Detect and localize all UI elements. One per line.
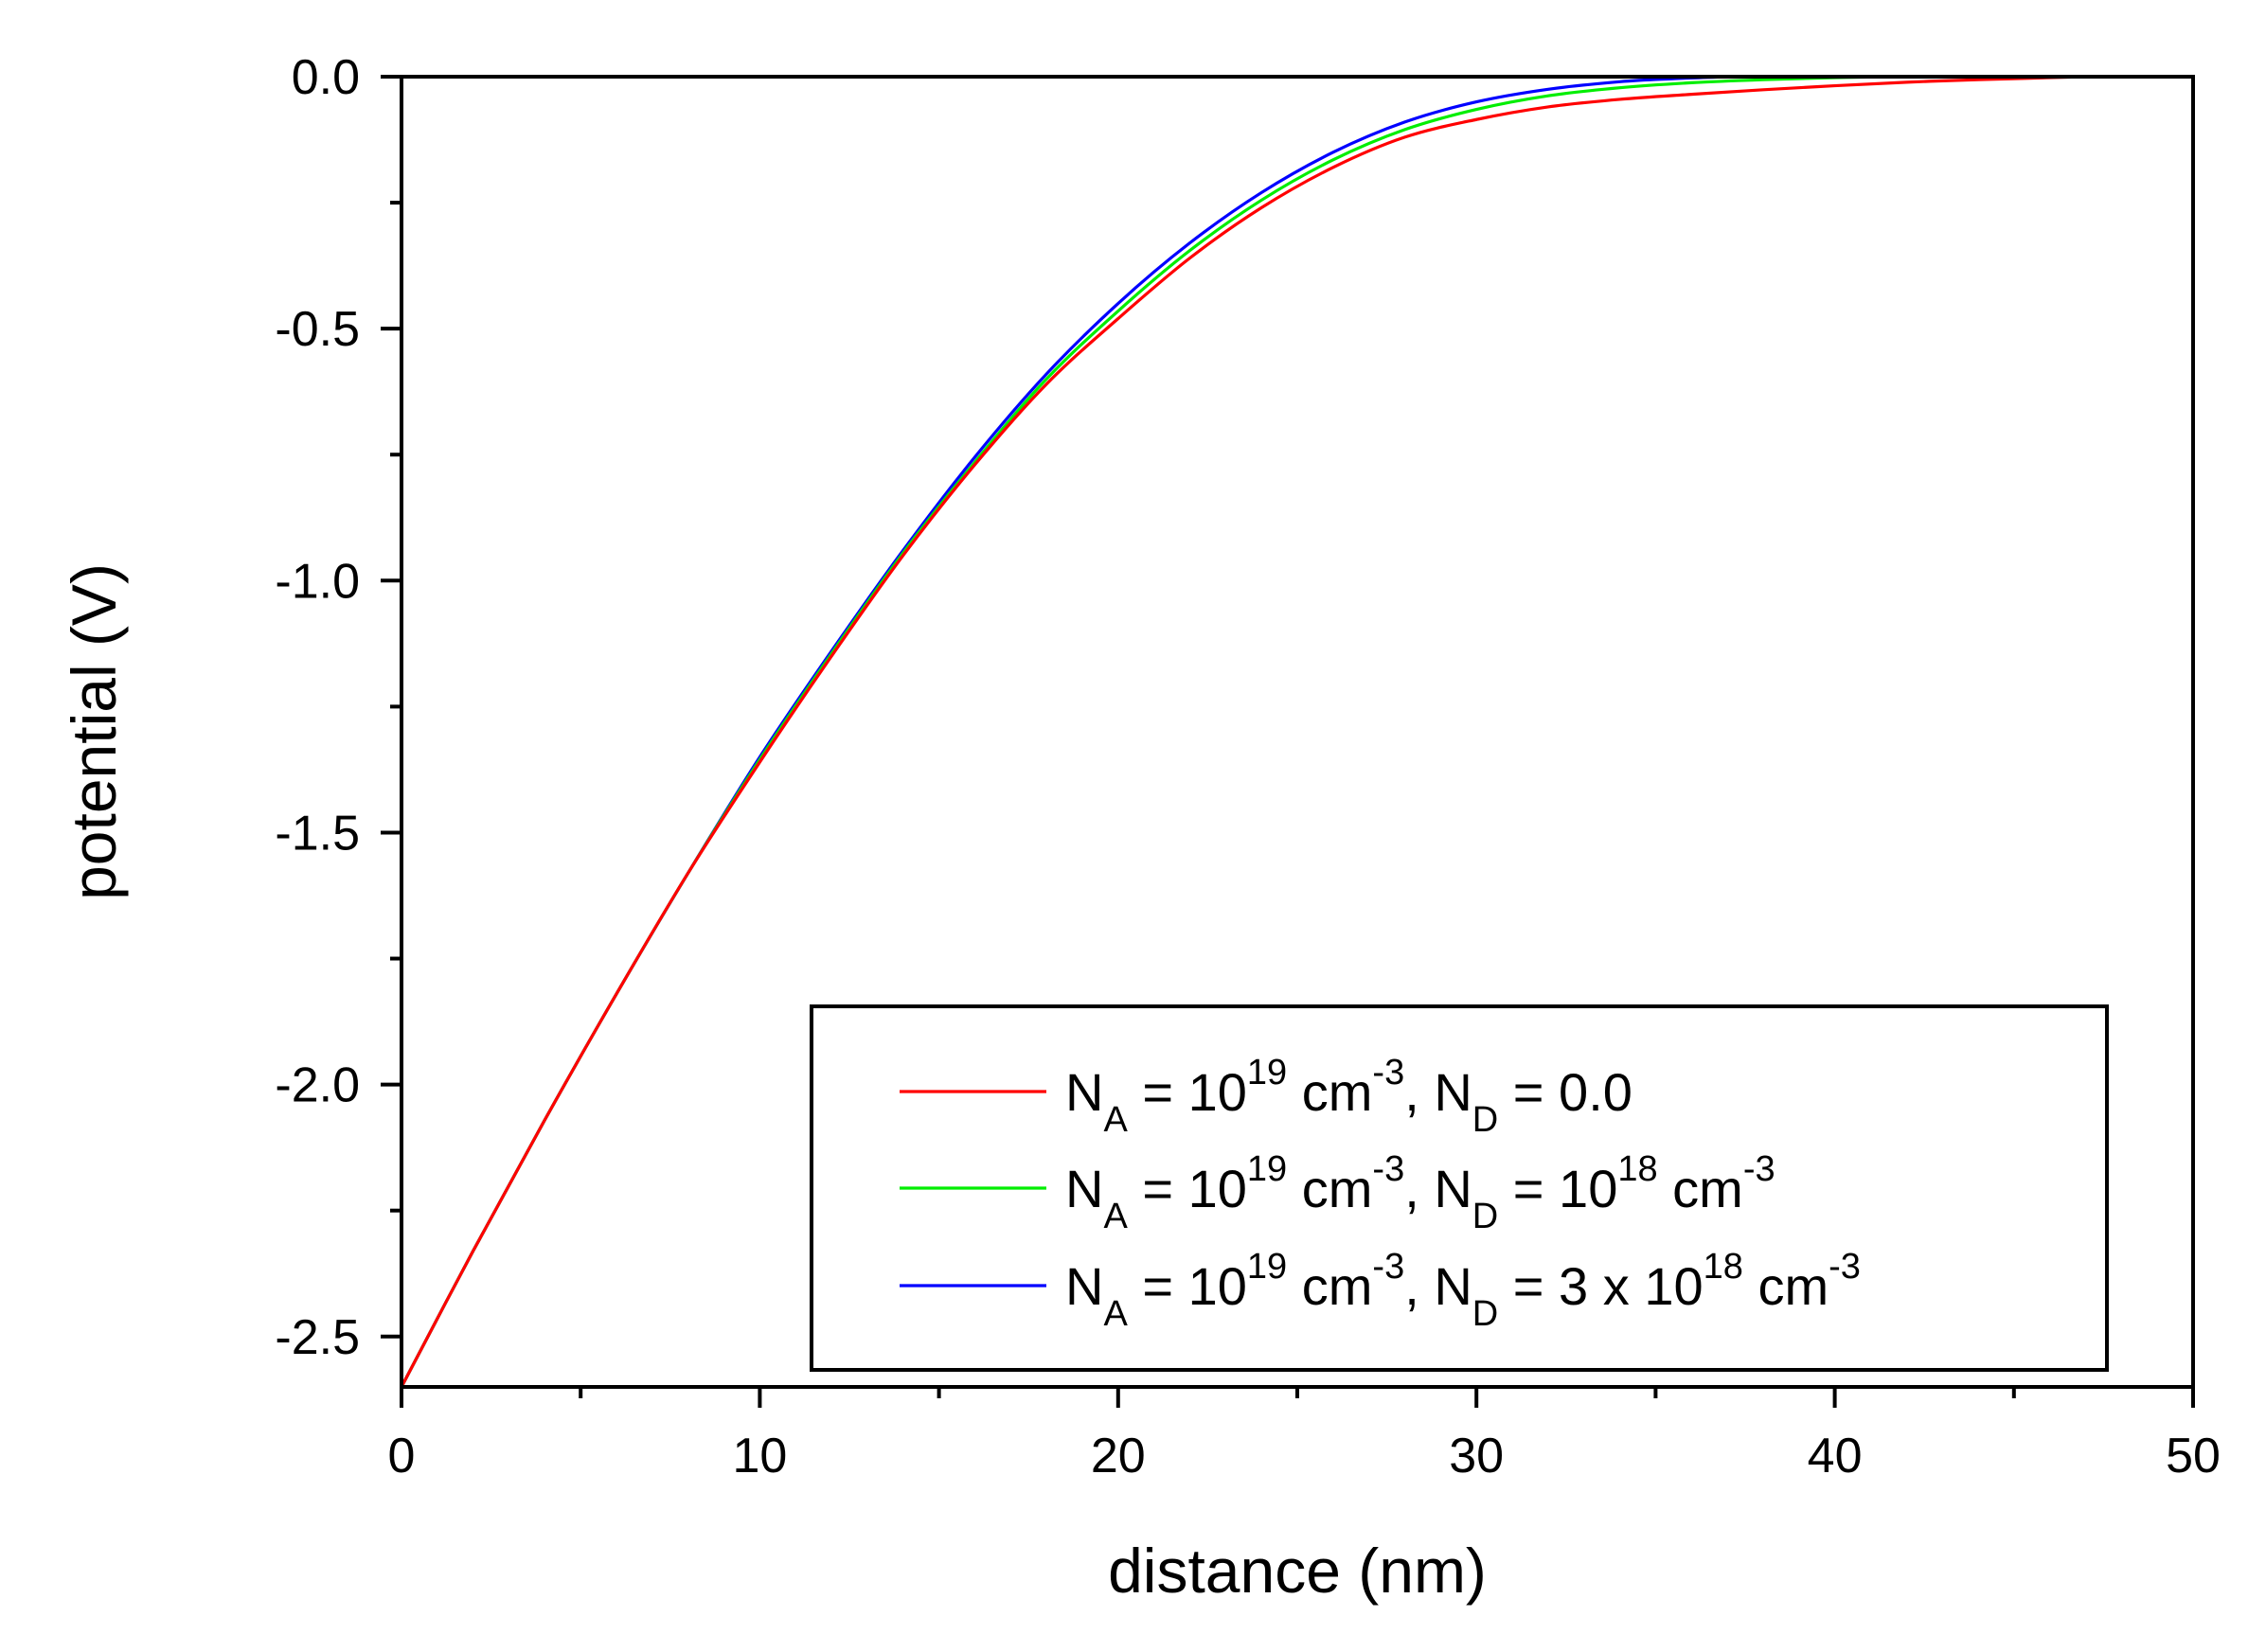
legend-label-3: NA = 1019 cm-3, ND = 3 x 1018 cm-3 <box>1065 1247 1861 1334</box>
legend-label-1: NA = 1019 cm-3, ND = 0.0 <box>1065 1053 1633 1140</box>
legend-text-part: 19 <box>1247 1247 1287 1287</box>
legend-text-part: , N <box>1404 1062 1472 1122</box>
legend-text-part: = 3 x 10 <box>1498 1256 1703 1316</box>
x-tick-label: 50 <box>2166 1429 2221 1483</box>
legend-text-part: -3 <box>1743 1149 1775 1189</box>
legend-text-part: -3 <box>1372 1247 1404 1287</box>
x-tick-label: 30 <box>1449 1429 1504 1483</box>
y-tick-label: 0.0 <box>292 50 360 105</box>
legend-text-part: N <box>1065 1062 1103 1122</box>
x-axis-title: distance (nm) <box>1108 1536 1487 1606</box>
legend-text-part: = 10 <box>1128 1159 1247 1218</box>
legend-text-part: 19 <box>1247 1053 1287 1092</box>
legend-text-part: , N <box>1404 1256 1472 1316</box>
axes-layer: 0 10 20 30 40 50 0.0 -0.5 -1.0 -1.5 -2.0 -2.5 <box>275 50 2221 1483</box>
series-layer <box>400 75 2088 1389</box>
legend-text-part: D <box>1472 1294 1498 1334</box>
legend-text-part: -3 <box>1829 1247 1861 1287</box>
y-tick-label: -2.0 <box>275 1058 360 1113</box>
y-tick-label: -0.5 <box>275 302 360 357</box>
x-tick-label: 40 <box>1808 1429 1863 1483</box>
legend-text-part: cm <box>1743 1256 1829 1316</box>
legend-label-2: NA = 1019 cm-3, ND = 1018 cm-3 <box>1065 1149 1775 1236</box>
y-tick-label: -2.5 <box>275 1310 360 1365</box>
legend-text-part: A <box>1103 1100 1128 1140</box>
legend-text-part: -3 <box>1372 1149 1404 1189</box>
legend-text-part: = 10 <box>1128 1062 1247 1122</box>
x-tick-label: 10 <box>732 1429 787 1483</box>
legend-text-part: 18 <box>1617 1149 1657 1189</box>
x-tick-label: 20 <box>1091 1429 1146 1483</box>
legend-text-part: , N <box>1404 1159 1472 1218</box>
legend-text-part: 18 <box>1704 1247 1743 1287</box>
y-axis-title: potential (V) <box>59 563 129 900</box>
legend-text-part: cm <box>1287 1062 1372 1122</box>
legend-text-part: 19 <box>1247 1149 1287 1189</box>
legend-text-part: = 10 <box>1128 1256 1247 1316</box>
legend-text-part: = 0.0 <box>1498 1062 1633 1122</box>
legend: NA = 1019 cm-3, ND = 0.0NA = 1019 cm-3, … <box>810 1004 2109 1372</box>
y-tick-label: -1.5 <box>275 806 360 861</box>
x-tick-label: 0 <box>388 1429 416 1483</box>
y-tick-label: -1.0 <box>275 554 360 609</box>
legend-text-part: N <box>1065 1256 1103 1316</box>
legend-text-part: cm <box>1287 1256 1372 1316</box>
legend-text-part: D <box>1472 1197 1498 1236</box>
legend-text-part: cm <box>1287 1159 1372 1218</box>
legend-text-part: cm <box>1658 1159 1743 1218</box>
legend-text-part: = 10 <box>1498 1159 1617 1218</box>
legend-text-part: A <box>1103 1197 1128 1236</box>
legend-text-part: D <box>1472 1100 1498 1140</box>
legend-text-part: -3 <box>1372 1053 1404 1092</box>
legend-text-part: N <box>1065 1159 1103 1218</box>
series-line-1 <box>400 75 2088 1389</box>
legend-text-part: A <box>1103 1294 1128 1334</box>
plot-frame <box>400 75 2195 1389</box>
